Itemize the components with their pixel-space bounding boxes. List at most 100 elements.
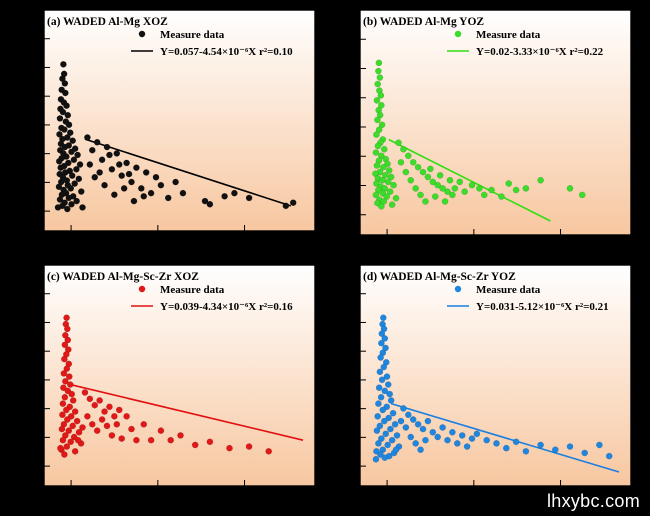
data-point	[61, 393, 69, 401]
data-point	[386, 390, 393, 398]
data-point	[67, 438, 75, 446]
data-point	[63, 365, 71, 372]
data-point	[63, 102, 70, 109]
data-point	[64, 416, 71, 423]
data-point	[84, 134, 91, 141]
data-point	[417, 191, 424, 199]
data-point	[578, 191, 586, 199]
data-point	[69, 422, 76, 430]
data-point	[566, 185, 574, 192]
data-point	[402, 424, 410, 431]
plot-area	[44, 265, 315, 486]
data-point	[404, 152, 412, 160]
legend-fit-label: Y=0.057-4.54×10⁻⁶X r²=0.10	[160, 46, 293, 58]
data-point	[380, 163, 387, 171]
data-point	[380, 417, 388, 425]
data-point	[62, 89, 69, 97]
data-point	[123, 159, 130, 167]
data-point	[378, 203, 385, 210]
data-point	[86, 395, 94, 403]
data-point	[128, 425, 135, 433]
data-point	[69, 397, 77, 404]
data-point	[71, 408, 79, 415]
watermark: lhxybc.com	[546, 491, 640, 511]
data-point	[397, 417, 405, 425]
data-point	[422, 436, 429, 444]
data-point	[483, 436, 491, 444]
data-point	[389, 409, 397, 417]
data-point	[393, 432, 401, 439]
data-point	[424, 173, 432, 181]
plot-area	[44, 10, 315, 231]
data-point	[265, 448, 273, 455]
data-point	[434, 181, 442, 189]
data-point	[412, 440, 419, 447]
data-point	[388, 436, 396, 444]
data-point	[64, 111, 72, 119]
data-point	[395, 139, 402, 147]
data-point	[414, 420, 422, 428]
data-point	[400, 405, 407, 412]
fit-line	[70, 383, 304, 441]
data-point	[75, 428, 83, 436]
data-point	[64, 205, 71, 213]
data-point	[201, 197, 209, 205]
data-point	[383, 373, 391, 380]
data-point	[98, 416, 106, 423]
data-point	[62, 378, 69, 385]
data-point	[55, 158, 63, 165]
data-point	[56, 196, 64, 203]
data-point	[581, 449, 589, 457]
fit-line	[390, 402, 620, 473]
data-point	[61, 451, 68, 458]
data-point	[373, 180, 380, 187]
data-point	[106, 151, 113, 159]
data-point	[91, 173, 99, 181]
data-point	[115, 406, 123, 414]
data-point	[206, 200, 214, 208]
data-point	[63, 406, 70, 414]
data-point	[59, 108, 67, 116]
data-point	[164, 194, 172, 202]
data-point	[77, 188, 85, 195]
data-point	[157, 181, 165, 189]
data-point	[488, 186, 495, 194]
data-point	[59, 400, 67, 407]
data-point	[172, 178, 179, 186]
data-point	[375, 126, 383, 134]
data-point	[419, 425, 427, 433]
data-point	[140, 420, 148, 428]
data-point	[68, 390, 76, 398]
data-point	[380, 145, 388, 153]
data-point	[179, 189, 187, 197]
data-point	[68, 148, 75, 156]
data-point	[424, 417, 432, 425]
data-point	[412, 185, 419, 192]
panel-title: (c) WADED Al-Mg-Sc-Zr XOZ	[47, 271, 199, 283]
data-point	[473, 430, 481, 438]
data-point	[407, 176, 415, 184]
data-point	[206, 438, 214, 446]
data-point	[108, 432, 116, 439]
data-point	[96, 397, 103, 404]
data-point	[65, 427, 73, 434]
data-point	[373, 97, 381, 104]
data-point	[373, 162, 381, 169]
data-point	[226, 444, 233, 452]
data-point	[61, 80, 69, 87]
legend-marker	[138, 285, 146, 293]
data-point	[404, 411, 412, 419]
data-point	[375, 440, 382, 447]
data-point	[392, 446, 400, 454]
data-point	[387, 397, 395, 404]
data-point	[380, 314, 387, 322]
data-point	[522, 448, 530, 455]
data-point	[417, 446, 424, 454]
data-point	[377, 393, 385, 401]
data-point	[512, 438, 520, 446]
data-point	[374, 80, 381, 88]
data-point	[383, 193, 391, 200]
data-point	[381, 172, 389, 179]
